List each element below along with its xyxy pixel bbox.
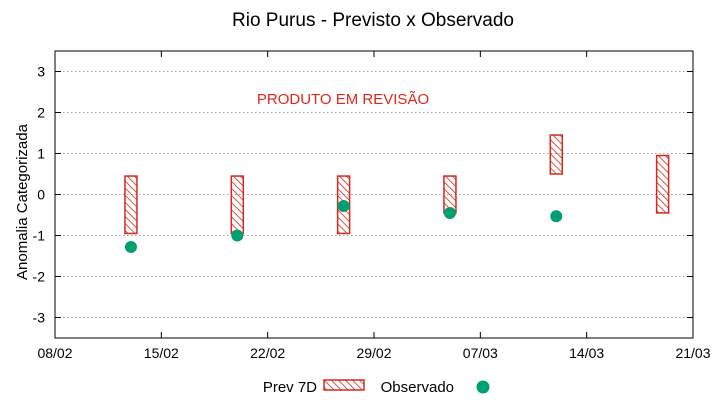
revision-annotation: PRODUTO EM REVISÃO xyxy=(257,91,429,108)
y-tick-label: 2 xyxy=(37,105,45,121)
y-tick-label: 0 xyxy=(37,187,45,203)
x-tick-label: 29/02 xyxy=(356,345,391,361)
observed-point xyxy=(337,199,350,212)
grid-layer xyxy=(55,71,693,318)
x-tick-label: 21/03 xyxy=(675,345,710,361)
x-tick-label: 15/02 xyxy=(144,345,179,361)
forecast-range-box xyxy=(124,175,138,235)
observed-point xyxy=(124,240,137,253)
legend-label-observado: Observado xyxy=(381,379,454,396)
y-axis-label: Anomalia Categorizada xyxy=(14,123,31,280)
x-tick-label: 14/03 xyxy=(569,345,604,361)
observed-point xyxy=(550,210,563,223)
y-tick-label: -3 xyxy=(33,310,46,326)
x-tick-label: 07/03 xyxy=(463,345,498,361)
x-tick-label: 22/02 xyxy=(250,345,285,361)
forecast-range-box xyxy=(655,154,670,214)
axis-layer: -3 -2 -1 0 1 2 3 08/02 15/02 22/02 29/02 07/03 14/03… xyxy=(33,50,711,361)
marks-layer xyxy=(124,134,670,253)
legend-label-prev-7d: Prev 7D xyxy=(263,379,317,396)
y-tick-label: 3 xyxy=(37,64,45,80)
forecast-range-box xyxy=(230,175,245,235)
plot-frame xyxy=(54,50,694,339)
chart-title: Rio Purus - Previsto x Observado xyxy=(232,10,514,31)
y-tick-label: -1 xyxy=(33,228,46,244)
legend: Prev 7D Observado xyxy=(263,379,490,396)
observed-point xyxy=(443,206,456,219)
legend-swatch-prev-7d xyxy=(323,379,365,391)
legend-swatch-observado xyxy=(476,380,490,394)
y-tick-label: 1 xyxy=(37,146,45,162)
y-tick-label: -2 xyxy=(33,269,46,285)
forecast-range-box xyxy=(549,134,564,175)
x-tick-label: 08/02 xyxy=(37,345,72,361)
observed-point xyxy=(231,229,244,242)
